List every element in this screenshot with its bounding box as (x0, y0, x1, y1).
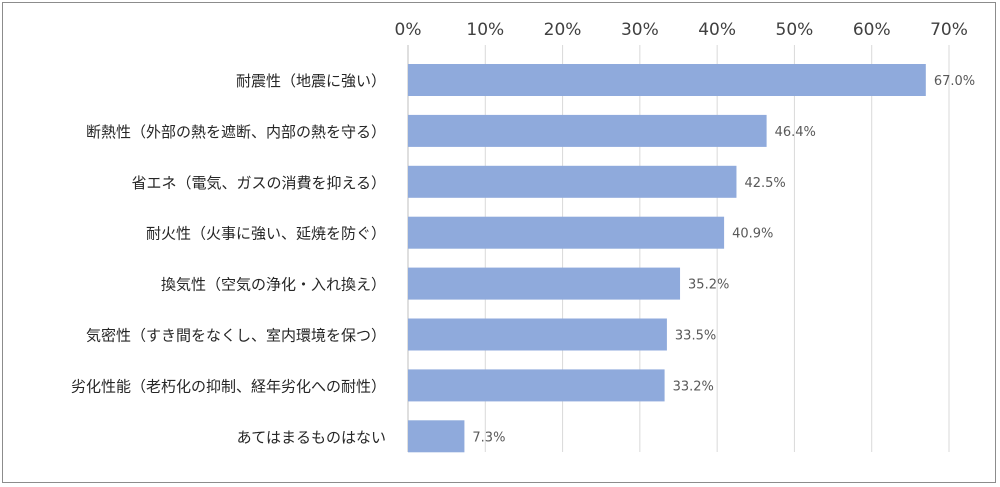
bar (408, 267, 681, 300)
bars (408, 64, 926, 453)
x-tick-label: 30% (621, 20, 659, 40)
data-label: 67.0% (934, 74, 975, 89)
x-tick-label: 0% (395, 20, 422, 40)
bar (408, 318, 667, 351)
x-axis-ticks: 0% 10% 20% 30% 40% 50% 60% 70% (395, 20, 968, 40)
data-label: 33.5% (675, 329, 716, 344)
category-label: 耐火性（火事に強い、延焼を防ぐ） (146, 225, 386, 243)
data-label: 35.2% (688, 278, 729, 293)
category-label: 気密性（すき間をなくし、室内環境を保つ） (86, 327, 386, 345)
x-tick-label: 60% (853, 20, 891, 40)
x-tick-label: 70% (930, 20, 968, 40)
bar (408, 216, 725, 249)
data-labels: 67.0% 46.4% 42.5% 40.9% 35.2% 33.5% 33.2% 7.3% (472, 74, 975, 445)
data-label: 46.4% (775, 125, 816, 140)
category-labels: 耐震性（地震に強い） 断熱性（外部の熱を遮断、内部の熱を守る） 省エネ（電気、ガスの… (71, 72, 386, 446)
bar (408, 420, 465, 453)
category-label: あてはまるものはない (237, 428, 386, 446)
data-label: 7.3% (472, 430, 505, 445)
category-label: 省エネ（電気、ガスの消費を抑える） (131, 174, 386, 192)
bar (408, 165, 737, 198)
x-tick-label: 40% (698, 20, 736, 40)
category-label: 断熱性（外部の熱を遮断、内部の熱を守る） (86, 123, 386, 141)
data-label: 42.5% (744, 176, 785, 191)
data-label: 33.2% (673, 379, 714, 394)
bar (408, 369, 665, 402)
bar (408, 64, 926, 96)
x-tick-label: 50% (776, 20, 814, 40)
category-label: 換気性（空気の浄化・入れ換え） (161, 276, 386, 294)
x-tick-label: 10% (466, 20, 504, 40)
category-label: 劣化性能（老朽化の抑制、経年劣化への耐性） (71, 377, 386, 395)
bar (408, 114, 767, 147)
data-label: 40.9% (732, 227, 773, 242)
x-tick-label: 20% (544, 20, 582, 40)
category-label: 耐震性（地震に強い） (236, 72, 386, 90)
